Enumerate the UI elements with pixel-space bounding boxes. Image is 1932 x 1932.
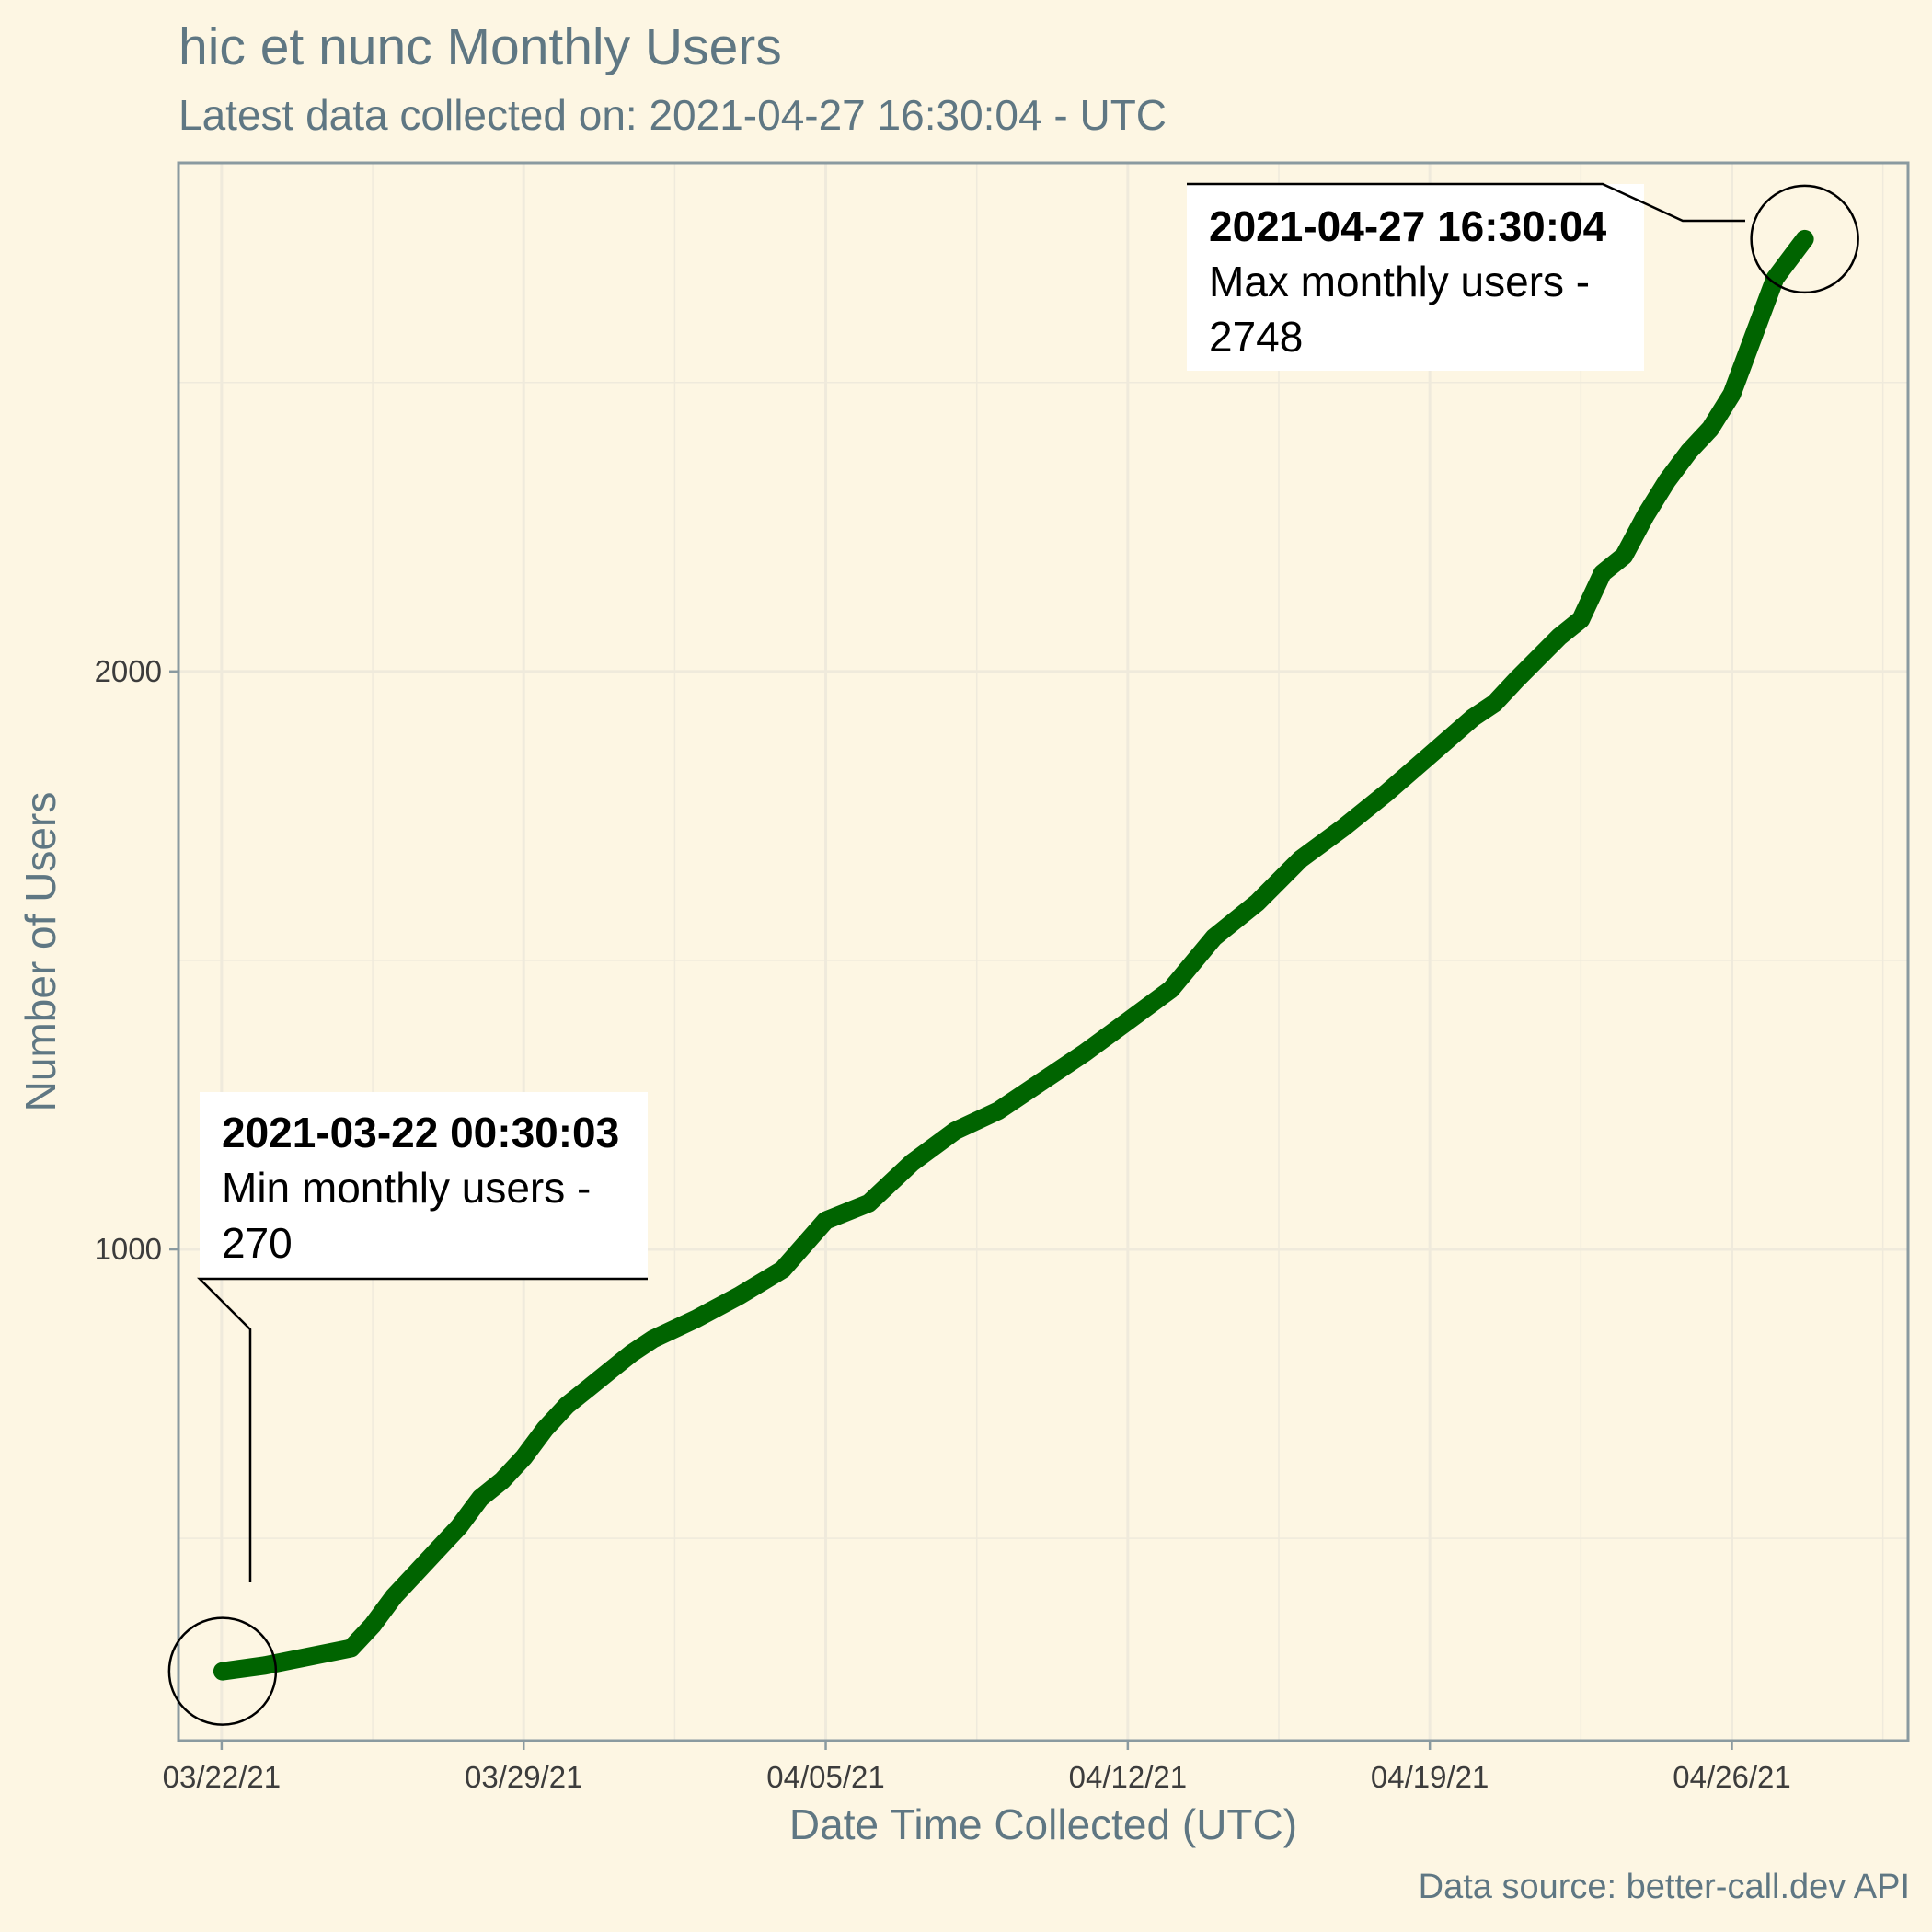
min-leader-line <box>196 1277 648 1582</box>
x-tick-label: 04/26/21 <box>1673 1760 1790 1794</box>
x-tick-label: 04/05/21 <box>766 1760 884 1794</box>
chart-title: hic et nunc Monthly Users <box>178 17 782 76</box>
y-axis: 1000 2000 <box>95 654 178 1266</box>
max-value-label: 2748 <box>1209 313 1303 361</box>
y-tick-label: 2000 <box>95 654 162 688</box>
y-axis-title: Number of Users <box>17 792 64 1112</box>
max-annotation: 2021-04-27 16:30:04 Max monthly users - … <box>1187 182 1859 371</box>
x-tick-label: 04/19/21 <box>1371 1760 1489 1794</box>
x-axis: 03/22/21 03/29/21 04/05/21 04/12/21 04/19/21… <box>163 1741 1791 1794</box>
max-text-label: Max monthly users - <box>1209 258 1590 305</box>
max-point-circle <box>1750 184 1859 294</box>
min-text-label: Min monthly users - <box>222 1164 591 1212</box>
min-value-label: 270 <box>222 1219 293 1267</box>
max-label-box <box>1187 184 1644 371</box>
max-date-label: 2021-04-27 16:30:04 <box>1209 202 1607 250</box>
x-tick-label: 04/12/21 <box>1069 1760 1187 1794</box>
x-tick-label: 03/22/21 <box>163 1760 281 1794</box>
min-point-circle <box>167 1616 278 1726</box>
grid-lines <box>178 163 1908 1741</box>
series-line <box>213 229 1814 1681</box>
min-date-label: 2021-03-22 00:30:03 <box>222 1109 619 1156</box>
x-axis-title: Date Time Collected (UTC) <box>789 1800 1297 1848</box>
plot-frame <box>177 161 1910 1742</box>
x-tick-label: 03/29/21 <box>465 1760 582 1794</box>
chart-subtitle: Latest data collected on: 2021-04-27 16:… <box>178 91 1167 139</box>
data-source-caption: Data source: better-call.dev API <box>1418 1868 1910 1906</box>
y-tick-label: 1000 <box>95 1232 162 1266</box>
min-label-box <box>200 1092 648 1279</box>
min-annotation: 2021-03-22 00:30:03 Min monthly users - … <box>167 1092 648 1726</box>
max-leader-line <box>1187 182 1745 223</box>
